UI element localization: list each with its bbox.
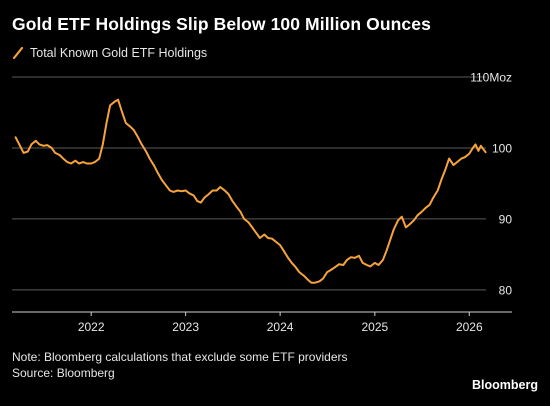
y-tick-label-80: 80 [499,283,513,297]
gridlines [12,76,486,291]
x-tick-label-2026: 2026 [456,320,483,334]
x-tick-label-2023: 2023 [172,320,199,334]
footnote: Note: Bloomberg calculations that exclud… [12,349,348,381]
y-axis: 110Moz 100 90 80 [470,71,512,298]
legend: Total Known Gold ETF Holdings [12,46,207,60]
note-text: Note: Bloomberg calculations that exclud… [12,350,348,364]
series-layer [14,98,487,284]
legend-line-swatch-icon [12,47,24,59]
x-axis: 2022 2023 2024 2025 2026 [12,311,512,334]
y-tick-label-100: 100 [492,141,512,155]
y-tick-label-110: 110Moz [470,71,512,85]
chart-title: Gold ETF Holdings Slip Below 100 Million… [12,14,431,34]
source-text: Source: Bloomberg [12,366,115,380]
legend-label: Total Known Gold ETF Holdings [30,46,208,60]
x-tick-label-2022: 2022 [78,320,105,334]
series-line-0 [14,98,487,284]
x-tick-label-2025: 2025 [361,320,388,334]
bloomberg-logo: Bloomberg [472,378,538,392]
y-tick-label-90: 90 [499,212,513,226]
x-tick-label-2024: 2024 [267,320,294,334]
